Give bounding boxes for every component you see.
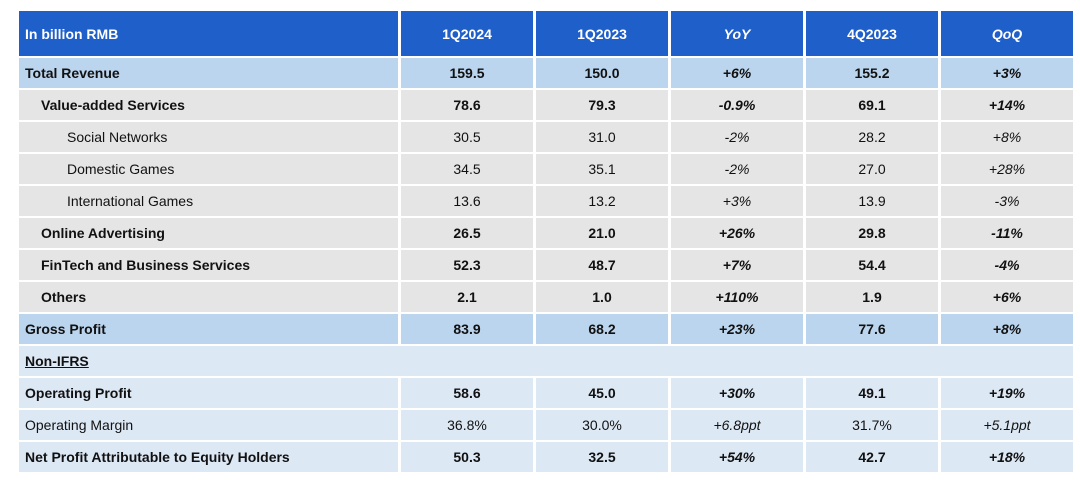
row-label: Net Profit Attributable to Equity Holder… bbox=[19, 442, 398, 472]
row-net-profit: Net Profit Attributable to Equity Holder… bbox=[19, 442, 1073, 472]
cell-1q2023: 32.5 bbox=[536, 442, 668, 472]
cell-1q2024: 52.3 bbox=[401, 250, 533, 280]
cell-1q2023: 31.0 bbox=[536, 122, 668, 152]
cell-4q2023: 28.2 bbox=[806, 122, 938, 152]
cell-1q2024: 34.5 bbox=[401, 154, 533, 184]
cell-yoy: +110% bbox=[671, 282, 803, 312]
cell-1q2023: 45.0 bbox=[536, 378, 668, 408]
header-1q2023: 1Q2023 bbox=[536, 11, 668, 56]
cell-qoq: -4% bbox=[941, 250, 1073, 280]
cell-qoq: +8% bbox=[941, 122, 1073, 152]
header-yoy: YoY bbox=[671, 11, 803, 56]
financial-summary: In billion RMB 1Q2024 1Q2023 YoY 4Q2023 … bbox=[16, 9, 1073, 474]
cell-qoq: +8% bbox=[941, 314, 1073, 344]
row-online-advertising: Online Advertising 26.5 21.0 +26% 29.8 -… bbox=[19, 218, 1073, 248]
header-row: In billion RMB 1Q2024 1Q2023 YoY 4Q2023 … bbox=[19, 11, 1073, 56]
cell-yoy: +26% bbox=[671, 218, 803, 248]
section-heading: Non-IFRS bbox=[19, 346, 1073, 376]
cell-yoy: -2% bbox=[671, 122, 803, 152]
cell-yoy: +54% bbox=[671, 442, 803, 472]
cell-1q2024: 13.6 bbox=[401, 186, 533, 216]
row-label: International Games bbox=[19, 186, 398, 216]
cell-qoq: +14% bbox=[941, 90, 1073, 120]
row-gross-profit: Gross Profit 83.9 68.2 +23% 77.6 +8% bbox=[19, 314, 1073, 344]
cell-4q2023: 1.9 bbox=[806, 282, 938, 312]
cell-1q2024: 30.5 bbox=[401, 122, 533, 152]
cell-yoy: +3% bbox=[671, 186, 803, 216]
cell-qoq: +5.1ppt bbox=[941, 410, 1073, 440]
cell-1q2023: 13.2 bbox=[536, 186, 668, 216]
cell-yoy: +23% bbox=[671, 314, 803, 344]
header-4q2023: 4Q2023 bbox=[806, 11, 938, 56]
row-label: Others bbox=[19, 282, 398, 312]
cell-1q2023: 48.7 bbox=[536, 250, 668, 280]
cell-4q2023: 27.0 bbox=[806, 154, 938, 184]
row-domestic-games: Domestic Games 34.5 35.1 -2% 27.0 +28% bbox=[19, 154, 1073, 184]
cell-qoq: +3% bbox=[941, 58, 1073, 88]
row-label: Domestic Games bbox=[19, 154, 398, 184]
cell-4q2023: 54.4 bbox=[806, 250, 938, 280]
cell-1q2023: 150.0 bbox=[536, 58, 668, 88]
cell-yoy: +30% bbox=[671, 378, 803, 408]
header-qoq: QoQ bbox=[941, 11, 1073, 56]
row-operating-margin: Operating Margin 36.8% 30.0% +6.8ppt 31.… bbox=[19, 410, 1073, 440]
cell-1q2023: 79.3 bbox=[536, 90, 668, 120]
row-label: Gross Profit bbox=[19, 314, 398, 344]
cell-1q2024: 159.5 bbox=[401, 58, 533, 88]
cell-1q2024: 83.9 bbox=[401, 314, 533, 344]
row-label: Operating Profit bbox=[19, 378, 398, 408]
header-unit: In billion RMB bbox=[19, 11, 398, 56]
cell-1q2024: 2.1 bbox=[401, 282, 533, 312]
cell-qoq: +28% bbox=[941, 154, 1073, 184]
row-label: FinTech and Business Services bbox=[19, 250, 398, 280]
row-label: Total Revenue bbox=[19, 58, 398, 88]
row-value-added-services: Value-added Services 78.6 79.3 -0.9% 69.… bbox=[19, 90, 1073, 120]
cell-1q2024: 78.6 bbox=[401, 90, 533, 120]
row-fintech: FinTech and Business Services 52.3 48.7 … bbox=[19, 250, 1073, 280]
cell-qoq: -11% bbox=[941, 218, 1073, 248]
row-label: Operating Margin bbox=[19, 410, 398, 440]
financial-table: In billion RMB 1Q2024 1Q2023 YoY 4Q2023 … bbox=[16, 9, 1076, 474]
cell-yoy: -0.9% bbox=[671, 90, 803, 120]
row-label: Value-added Services bbox=[19, 90, 398, 120]
row-label: Online Advertising bbox=[19, 218, 398, 248]
cell-1q2023: 1.0 bbox=[536, 282, 668, 312]
cell-1q2024: 50.3 bbox=[401, 442, 533, 472]
cell-4q2023: 31.7% bbox=[806, 410, 938, 440]
row-label: Social Networks bbox=[19, 122, 398, 152]
cell-4q2023: 49.1 bbox=[806, 378, 938, 408]
row-operating-profit: Operating Profit 58.6 45.0 +30% 49.1 +19… bbox=[19, 378, 1073, 408]
cell-4q2023: 13.9 bbox=[806, 186, 938, 216]
cell-4q2023: 42.7 bbox=[806, 442, 938, 472]
cell-4q2023: 155.2 bbox=[806, 58, 938, 88]
cell-qoq: +6% bbox=[941, 282, 1073, 312]
header-1q2024: 1Q2024 bbox=[401, 11, 533, 56]
row-total-revenue: Total Revenue 159.5 150.0 +6% 155.2 +3% bbox=[19, 58, 1073, 88]
cell-qoq: -3% bbox=[941, 186, 1073, 216]
cell-1q2024: 26.5 bbox=[401, 218, 533, 248]
cell-4q2023: 69.1 bbox=[806, 90, 938, 120]
cell-1q2024: 36.8% bbox=[401, 410, 533, 440]
row-social-networks: Social Networks 30.5 31.0 -2% 28.2 +8% bbox=[19, 122, 1073, 152]
cell-1q2023: 30.0% bbox=[536, 410, 668, 440]
cell-yoy: +7% bbox=[671, 250, 803, 280]
cell-yoy: -2% bbox=[671, 154, 803, 184]
cell-qoq: +19% bbox=[941, 378, 1073, 408]
cell-yoy: +6.8ppt bbox=[671, 410, 803, 440]
cell-1q2023: 68.2 bbox=[536, 314, 668, 344]
row-international-games: International Games 13.6 13.2 +3% 13.9 -… bbox=[19, 186, 1073, 216]
row-others: Others 2.1 1.0 +110% 1.9 +6% bbox=[19, 282, 1073, 312]
cell-1q2023: 21.0 bbox=[536, 218, 668, 248]
cell-yoy: +6% bbox=[671, 58, 803, 88]
cell-1q2023: 35.1 bbox=[536, 154, 668, 184]
cell-4q2023: 77.6 bbox=[806, 314, 938, 344]
row-non-ifrs-section: Non-IFRS bbox=[19, 346, 1073, 376]
cell-qoq: +18% bbox=[941, 442, 1073, 472]
cell-4q2023: 29.8 bbox=[806, 218, 938, 248]
cell-1q2024: 58.6 bbox=[401, 378, 533, 408]
